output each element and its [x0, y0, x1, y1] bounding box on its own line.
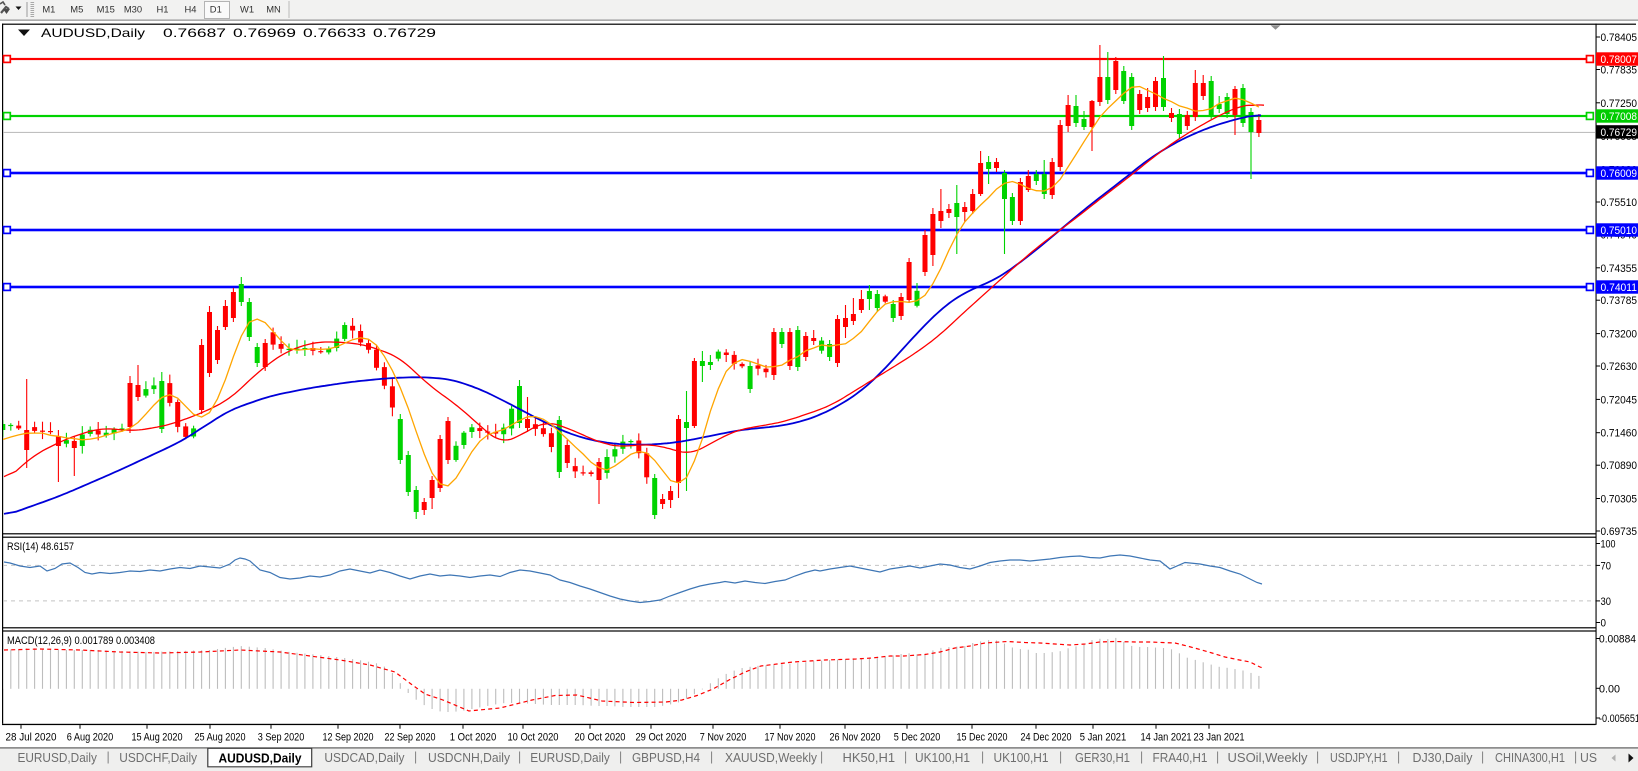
svg-text:XAUUSD,Weekly: XAUUSD,Weekly: [725, 750, 817, 765]
svg-text:3 Sep 2020: 3 Sep 2020: [258, 732, 305, 744]
svg-text:100: 100: [1601, 539, 1616, 551]
svg-text:0.76729: 0.76729: [1601, 127, 1638, 139]
svg-text:UK100,H1: UK100,H1: [994, 750, 1049, 765]
svg-text:0.78405: 0.78405: [1601, 32, 1638, 44]
svg-text:USDCHF,Daily: USDCHF,Daily: [119, 750, 197, 765]
svg-text:EURUSD,Daily: EURUSD,Daily: [17, 750, 97, 765]
svg-text:M30: M30: [124, 4, 142, 15]
svg-text:-0.005651: -0.005651: [1599, 713, 1638, 725]
svg-text:H4: H4: [185, 4, 197, 15]
svg-text:M1: M1: [42, 4, 55, 15]
svg-text:0.76729: 0.76729: [373, 26, 436, 40]
svg-text:0.00: 0.00: [1599, 683, 1620, 695]
svg-text:HK50,H1: HK50,H1: [843, 750, 896, 765]
svg-text:USDCAD,Daily: USDCAD,Daily: [324, 750, 405, 765]
svg-text:W1: W1: [240, 4, 254, 15]
svg-text:0.75510: 0.75510: [1601, 197, 1638, 209]
svg-text:24 Dec 2020: 24 Dec 2020: [1020, 732, 1071, 744]
svg-text:0.00884: 0.00884: [1599, 634, 1636, 646]
svg-text:USDCNH,Daily: USDCNH,Daily: [428, 750, 510, 765]
svg-text:0.74011: 0.74011: [1601, 282, 1638, 294]
svg-text:70: 70: [1601, 560, 1612, 572]
svg-text:10 Oct 2020: 10 Oct 2020: [507, 732, 558, 744]
svg-text:1 Oct 2020: 1 Oct 2020: [450, 732, 497, 744]
svg-text:0.76969: 0.76969: [233, 26, 296, 40]
svg-text:0: 0: [1601, 618, 1607, 630]
svg-text:14 Jan 2021: 14 Jan 2021: [1140, 732, 1191, 744]
svg-text:GBPUSD,H4: GBPUSD,H4: [632, 750, 700, 765]
svg-text:MN: MN: [266, 4, 281, 15]
svg-text:AUDUSD,Daily: AUDUSD,Daily: [219, 750, 303, 765]
svg-text:0.74355: 0.74355: [1601, 263, 1638, 275]
svg-text:6 Aug 2020: 6 Aug 2020: [67, 732, 114, 744]
svg-text:CHINA300,H1: CHINA300,H1: [1495, 750, 1565, 765]
svg-text:0.72045: 0.72045: [1601, 394, 1638, 406]
svg-text:0.76687: 0.76687: [163, 26, 226, 40]
svg-text:0.73785: 0.73785: [1601, 295, 1638, 307]
svg-text:17 Nov 2020: 17 Nov 2020: [764, 732, 815, 744]
svg-text:M15: M15: [97, 4, 115, 15]
svg-text:7 Nov 2020: 7 Nov 2020: [700, 732, 747, 744]
svg-text:DJ30,Daily: DJ30,Daily: [1413, 750, 1473, 765]
svg-text:0.70305: 0.70305: [1601, 493, 1638, 505]
svg-text:H1: H1: [157, 4, 169, 15]
svg-text:UK100,H1: UK100,H1: [915, 750, 970, 765]
svg-text:30: 30: [1601, 596, 1612, 608]
svg-text:FRA40,H1: FRA40,H1: [1153, 750, 1208, 765]
svg-text:0.76633: 0.76633: [303, 26, 366, 40]
svg-text:EURUSD,Daily: EURUSD,Daily: [530, 750, 610, 765]
svg-text:GER30,H1: GER30,H1: [1075, 750, 1130, 765]
svg-text:5 Dec 2020: 5 Dec 2020: [894, 732, 941, 744]
svg-text:12 Sep 2020: 12 Sep 2020: [322, 732, 373, 744]
svg-text:USOil,Weekly: USOil,Weekly: [1228, 750, 1308, 765]
svg-text:RSI(14) 48.6157: RSI(14) 48.6157: [7, 541, 74, 553]
svg-text:23 Jan 2021: 23 Jan 2021: [1193, 732, 1244, 744]
svg-text:0.72630: 0.72630: [1601, 361, 1638, 373]
svg-text:D1: D1: [210, 4, 222, 15]
svg-text:0.77250: 0.77250: [1601, 98, 1638, 110]
svg-text:0.75010: 0.75010: [1601, 225, 1638, 237]
svg-text:MACD(12,26,9) 0.001789 0.00340: MACD(12,26,9) 0.001789 0.003408: [7, 635, 155, 647]
svg-text:5 Jan 2021: 5 Jan 2021: [1080, 732, 1127, 744]
svg-text:USDJPY,H1: USDJPY,H1: [1330, 750, 1388, 765]
svg-text:26 Nov 2020: 26 Nov 2020: [829, 732, 880, 744]
svg-text:M5: M5: [70, 4, 83, 15]
svg-text:0.69735: 0.69735: [1601, 526, 1638, 538]
svg-text:0.76009: 0.76009: [1601, 168, 1638, 180]
svg-text:0.70890: 0.70890: [1601, 460, 1638, 472]
svg-text:US: US: [1580, 750, 1597, 765]
svg-text:29 Oct 2020: 29 Oct 2020: [635, 732, 686, 744]
svg-text:20 Oct 2020: 20 Oct 2020: [574, 732, 625, 744]
svg-text:0.77835: 0.77835: [1601, 65, 1638, 77]
svg-text:0.73200: 0.73200: [1601, 329, 1638, 341]
svg-text:0.78007: 0.78007: [1601, 54, 1638, 66]
svg-text:0.71460: 0.71460: [1601, 428, 1638, 440]
svg-text:28 Jul 2020: 28 Jul 2020: [5, 732, 56, 744]
svg-text:22 Sep 2020: 22 Sep 2020: [384, 732, 435, 744]
svg-text:25 Aug 2020: 25 Aug 2020: [194, 732, 245, 744]
svg-text:15 Aug 2020: 15 Aug 2020: [131, 732, 182, 744]
svg-text:AUDUSD,Daily: AUDUSD,Daily: [41, 26, 145, 40]
svg-text:0.77008: 0.77008: [1601, 111, 1638, 123]
svg-text:15 Dec 2020: 15 Dec 2020: [956, 732, 1007, 744]
